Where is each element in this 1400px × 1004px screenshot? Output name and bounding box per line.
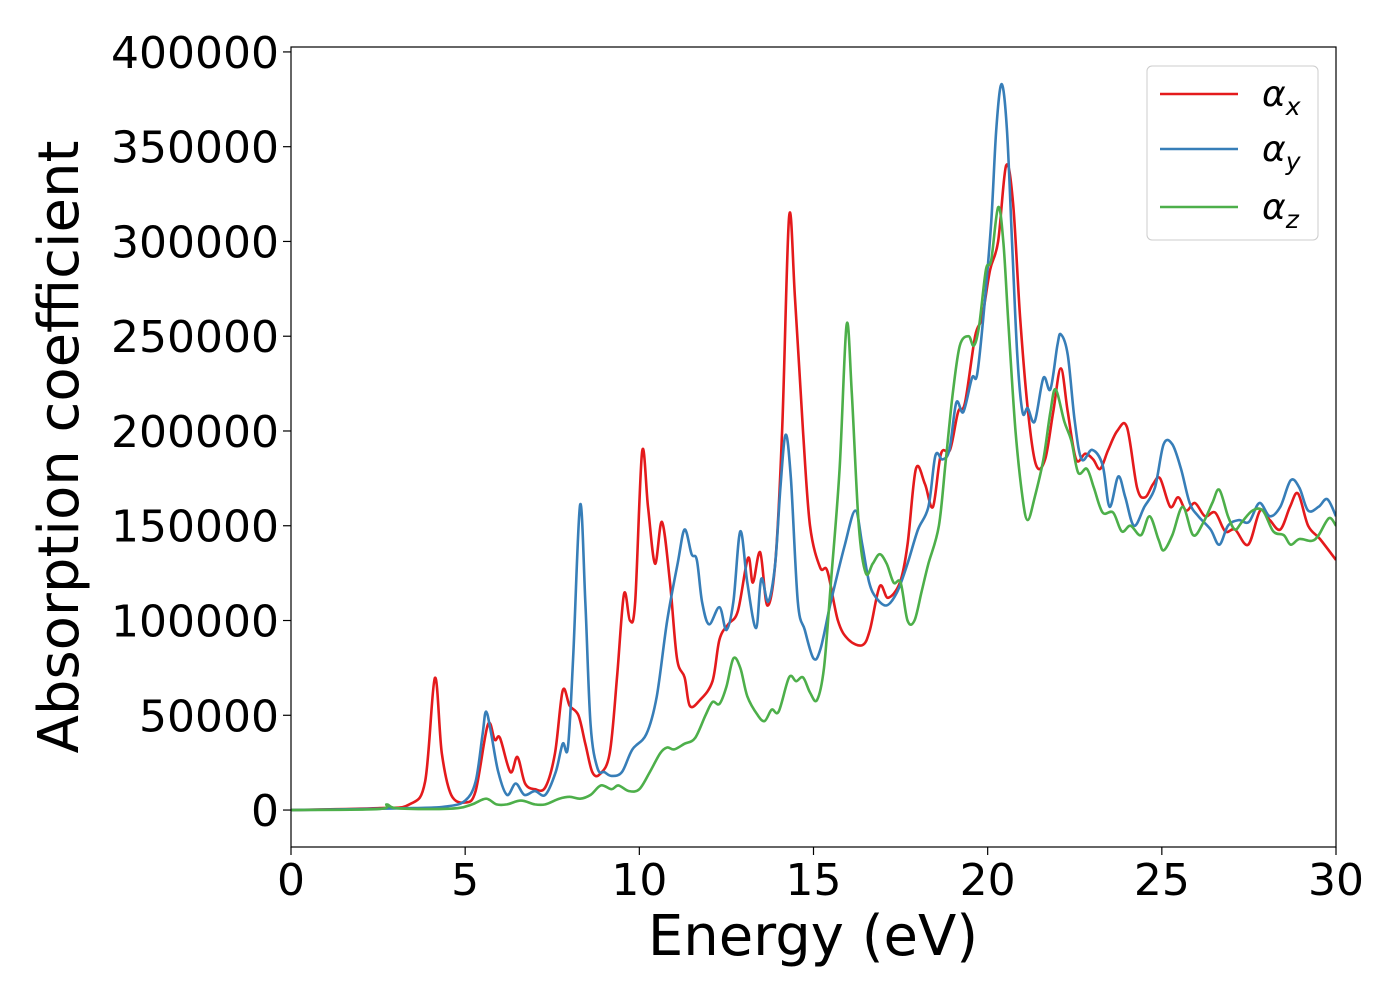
legend-label: αz bbox=[1262, 187, 1300, 234]
y-axis-label: Absorption coefficient bbox=[27, 141, 92, 754]
legend-label: αx bbox=[1262, 74, 1301, 121]
x-tick-label: 5 bbox=[451, 855, 479, 906]
x-tick-label: 10 bbox=[611, 855, 667, 906]
legend-entry-y: αy bbox=[1160, 129, 1302, 176]
y-tick-label: 0 bbox=[251, 786, 279, 837]
series-line-z bbox=[291, 205, 1336, 812]
y-tick-label: 300000 bbox=[111, 217, 279, 268]
x-tick-label: 15 bbox=[786, 855, 842, 906]
y-tick-label: 50000 bbox=[139, 691, 279, 742]
legend: αx αy αz bbox=[1146, 65, 1319, 241]
y-tick-label: 200000 bbox=[111, 407, 279, 458]
x-axis-label: Energy (eV) bbox=[648, 904, 978, 969]
series-line-x bbox=[291, 163, 1336, 812]
x-tick-label: 30 bbox=[1308, 855, 1364, 906]
x-tick-label: 20 bbox=[960, 855, 1016, 906]
x-axis: 0 5 10 15 20 25 30 bbox=[277, 847, 1364, 906]
legend-entry-x: αx bbox=[1160, 74, 1301, 121]
y-tick-label: 350000 bbox=[111, 123, 279, 174]
x-tick-label: 25 bbox=[1134, 855, 1190, 906]
legend-label: αy bbox=[1262, 129, 1302, 176]
y-tick-label: 400000 bbox=[111, 28, 279, 79]
legend-entry-z: αz bbox=[1160, 187, 1300, 234]
y-tick-label: 100000 bbox=[111, 597, 279, 648]
y-tick-label: 250000 bbox=[111, 312, 279, 363]
x-tick-label: 0 bbox=[277, 855, 305, 906]
legend-box bbox=[1146, 65, 1319, 241]
y-tick-label: 150000 bbox=[111, 502, 279, 553]
plot-lines bbox=[291, 82, 1336, 812]
series-line-y bbox=[291, 82, 1336, 812]
y-axis: 0 50000 100000 150000 200000 250000 300000 3500… bbox=[111, 28, 291, 837]
